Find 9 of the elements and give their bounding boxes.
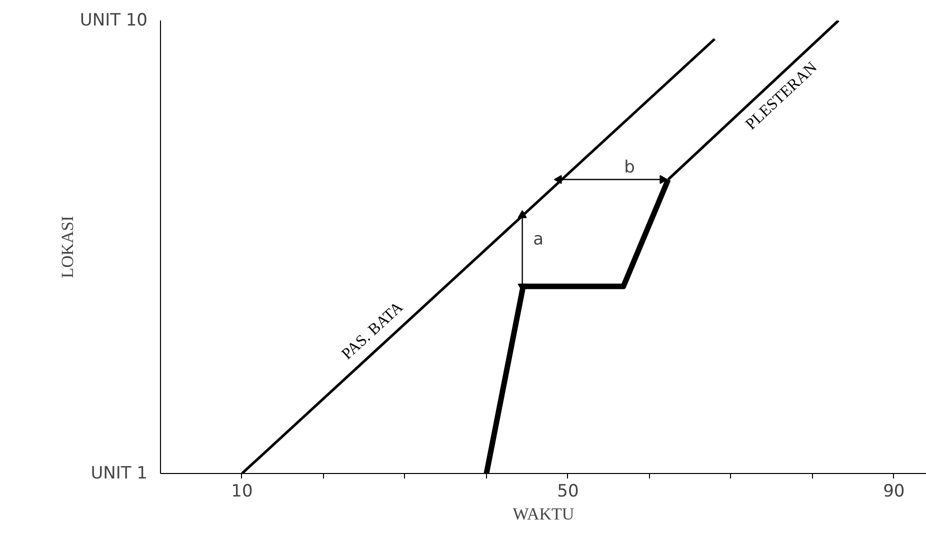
annotation: b [624,158,635,178]
x-tick-label: 10 [231,482,253,502]
annotation: a [533,230,544,250]
text: UNIT 10 [80,10,148,30]
x-axis-title: WAKTU [512,504,574,524]
x-tick-label: 90 [883,482,905,502]
x-tick-label: 50 [557,482,579,502]
text: UNIT 1 [90,464,148,484]
y-axis-title: LOKASI [58,215,77,278]
